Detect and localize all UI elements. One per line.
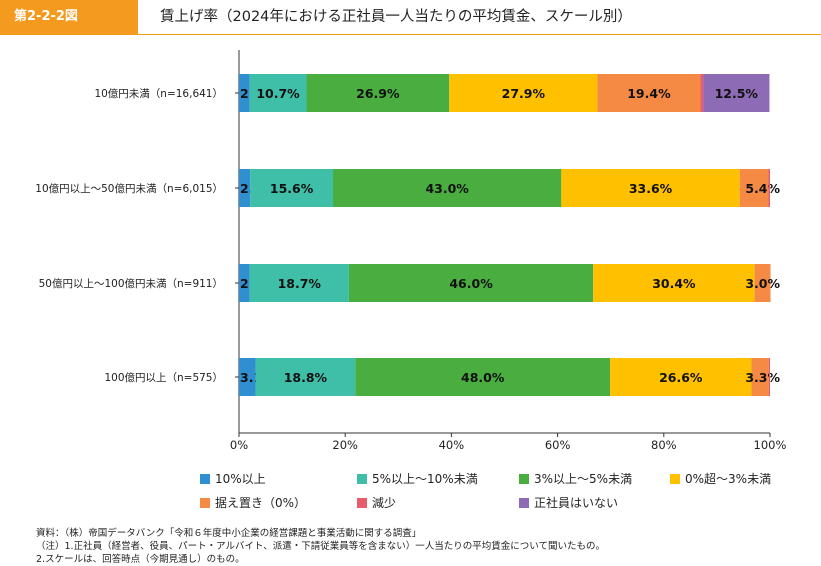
legend-label: 正社員はいない bbox=[534, 496, 619, 510]
note-source: 資料：（株）帝国データバンク「令和６年度中小企業の経営課題と事業活動に関する調査… bbox=[36, 528, 422, 539]
bar-segment bbox=[250, 169, 333, 207]
data-label: 10.7% bbox=[256, 86, 300, 101]
legend-item: 10%以上 bbox=[200, 472, 266, 486]
bar-segment bbox=[255, 358, 356, 396]
category-label: 50億円以上～100億円未満（n=911） bbox=[39, 277, 223, 290]
legend-swatch bbox=[200, 474, 210, 484]
data-label: 18.8% bbox=[284, 370, 328, 385]
bar-segment bbox=[239, 169, 251, 207]
bar-segment bbox=[249, 264, 349, 302]
figure-header: 第2-2-2図 賃上げ率（2024年における正社員一人当たりの平均賃金、スケール… bbox=[0, 0, 821, 35]
bar-segment bbox=[239, 358, 256, 396]
legend-item: 5%以上～10%未満 bbox=[357, 472, 478, 486]
legend-label: 10%以上 bbox=[215, 472, 266, 486]
legend-item: 0%超～3%未満 bbox=[670, 472, 771, 486]
legend-swatch bbox=[357, 474, 367, 484]
x-tick-label: 80% bbox=[651, 438, 677, 452]
figure-number: 第2-2-2図 bbox=[0, 0, 138, 34]
data-label: 3.3% bbox=[745, 370, 780, 385]
legend-swatch bbox=[519, 498, 529, 508]
bar-segment bbox=[700, 74, 704, 112]
bar-segment bbox=[561, 169, 740, 207]
bar-segment bbox=[355, 358, 611, 396]
bar-segment bbox=[449, 74, 598, 112]
note-1: （注）1.正社員（経営者、役員、パート・アルバイト、派遣・下請従業員等を含まない… bbox=[36, 541, 605, 552]
x-tick-label: 100% bbox=[754, 438, 787, 452]
bar-segment bbox=[768, 169, 770, 207]
legend-swatch bbox=[519, 474, 529, 484]
bar-segment bbox=[597, 74, 701, 112]
bar-segment bbox=[306, 74, 450, 112]
data-label: 12.5% bbox=[715, 86, 759, 101]
legend-swatch bbox=[670, 474, 680, 484]
x-tick-label: 40% bbox=[439, 438, 465, 452]
legend-swatch bbox=[200, 498, 210, 508]
data-label: 5.4% bbox=[745, 181, 780, 196]
legend-swatch bbox=[357, 498, 367, 508]
data-label: 26.6% bbox=[659, 370, 703, 385]
data-label: 19.4% bbox=[627, 86, 671, 101]
data-label: 48.0% bbox=[461, 370, 505, 385]
x-tick-label: 20% bbox=[332, 438, 358, 452]
data-label: 30.4% bbox=[652, 276, 696, 291]
note-2: 2.スケールは、回答時点（今期見通し）のもの。 bbox=[36, 554, 245, 565]
legend-label: 減少 bbox=[372, 496, 397, 510]
data-label: 15.6% bbox=[270, 181, 314, 196]
bar-segment bbox=[239, 74, 250, 112]
legend-label: 3%以上～5%未満 bbox=[534, 472, 633, 486]
chart-legend: 10%以上 5%以上～10%未満 3%以上～5%未満 0%超～3%未満据え置き（0%）… bbox=[0, 466, 821, 516]
bar-segment bbox=[249, 74, 307, 112]
category-label: 10億円以上～50億円未満（n=6,015） bbox=[35, 182, 223, 195]
bar-segment bbox=[739, 169, 769, 207]
x-tick-label: 0% bbox=[230, 438, 248, 452]
header-divider bbox=[0, 34, 821, 35]
data-label: 26.9% bbox=[356, 86, 400, 101]
bar-segment bbox=[610, 358, 752, 396]
bar-segment bbox=[593, 264, 755, 302]
source-notes: 資料：（株）帝国データバンク「令和６年度中小企業の経営課題と事業活動に関する調査… bbox=[36, 527, 605, 566]
legend-item: 正社員はいない bbox=[519, 496, 618, 510]
data-label: 33.6% bbox=[629, 181, 673, 196]
legend-item: 据え置き（0%） bbox=[200, 496, 306, 510]
bar-segment bbox=[754, 264, 771, 302]
bar-segment bbox=[348, 264, 594, 302]
bar-segment bbox=[751, 358, 769, 396]
data-label: 18.7% bbox=[278, 276, 322, 291]
legend-label: 0%超～3%未満 bbox=[685, 472, 772, 486]
bar-segment bbox=[332, 169, 562, 207]
legend-item: 3%以上～5%未満 bbox=[519, 472, 632, 486]
category-label: 10億円未満（n=16,641） bbox=[94, 87, 223, 100]
figure-title: 賃上げ率（2024年における正社員一人当たりの平均賃金、スケール別） bbox=[160, 9, 632, 25]
bar-segment bbox=[703, 74, 770, 112]
stacked-bar-chart: 10億円未満（n=16,641）2.0%10.7%26.9%27.9%19.4%… bbox=[35, 50, 787, 452]
category-label: 100億円以上（n=575） bbox=[104, 371, 223, 384]
data-label: 46.0% bbox=[449, 276, 493, 291]
data-label: 3.0% bbox=[745, 276, 780, 291]
data-label: 43.0% bbox=[425, 181, 469, 196]
legend-item: 減少 bbox=[357, 496, 396, 510]
bar-segment bbox=[768, 358, 770, 396]
x-tick-label: 60% bbox=[545, 438, 571, 452]
bar-segment bbox=[239, 264, 250, 302]
legend-label: 5%以上～10%未満 bbox=[372, 472, 478, 486]
data-label: 27.9% bbox=[502, 86, 546, 101]
legend-label: 据え置き（0%） bbox=[215, 496, 307, 510]
